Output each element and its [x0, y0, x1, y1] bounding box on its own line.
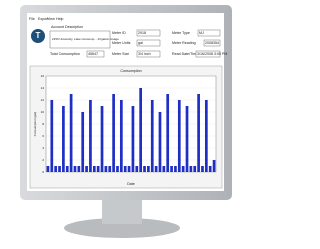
- bar: [174, 166, 177, 172]
- bar: [213, 160, 216, 172]
- bar: [116, 166, 119, 172]
- bar: [182, 166, 185, 172]
- bar: [89, 100, 92, 172]
- bar: [143, 166, 146, 172]
- field-label: Read Date/Time: [172, 52, 198, 56]
- field-value: gal: [138, 41, 143, 45]
- bar: [128, 166, 131, 172]
- bar: [85, 166, 88, 172]
- bar: [124, 166, 127, 172]
- chart-title: Consumption: [120, 69, 141, 73]
- y-tick-label: 12: [41, 98, 45, 102]
- logo-letter: T: [36, 31, 41, 40]
- bar: [147, 166, 150, 172]
- field-label: Total Consumption: [50, 52, 80, 56]
- bar: [120, 100, 123, 172]
- account-value: 2150 University, Lake Consump... Irrigat…: [52, 37, 119, 41]
- bar: [197, 94, 200, 172]
- bar: [159, 112, 162, 172]
- bar: [205, 100, 208, 172]
- account-label: Account Description: [51, 25, 83, 29]
- field-label: Meter Reading: [172, 41, 196, 45]
- menu-item[interactable]: View: [47, 17, 55, 21]
- bar: [186, 106, 189, 172]
- bar: [178, 100, 181, 172]
- bar: [190, 166, 193, 172]
- field-value: MJ: [199, 31, 204, 35]
- field-label: Meter ID: [112, 31, 126, 35]
- field-value: 45647: [88, 52, 98, 56]
- bar: [108, 166, 111, 172]
- y-axis-label: Consumption (gal): [33, 112, 37, 137]
- y-tick-label: 16: [41, 74, 45, 78]
- field-value: 3/4 inch: [138, 52, 151, 56]
- bar: [209, 166, 212, 172]
- bar: [77, 166, 80, 172]
- y-tick-label: 10: [41, 110, 45, 114]
- bar: [166, 94, 169, 172]
- field-label: Meter Units: [112, 41, 131, 45]
- bar: [162, 166, 165, 172]
- bar: [62, 106, 65, 172]
- bar: [132, 106, 135, 172]
- bar: [50, 100, 53, 172]
- bar: [139, 88, 142, 172]
- bar: [101, 106, 104, 172]
- bar: [93, 166, 96, 172]
- bar: [58, 166, 61, 172]
- bar: [74, 166, 77, 172]
- bar: [155, 166, 158, 172]
- field-value: 3/16/2008 3:00 PM: [197, 52, 227, 56]
- field-label: Meter Type: [172, 31, 190, 35]
- field-label: Meter Size: [112, 52, 129, 56]
- stand-neck: [102, 196, 142, 224]
- field-value: 2918: [138, 31, 146, 35]
- y-tick-label: 14: [41, 86, 45, 90]
- bar: [135, 166, 138, 172]
- bar: [81, 112, 84, 172]
- bar: [66, 166, 69, 172]
- x-axis-label: Date: [127, 182, 135, 186]
- bar: [170, 166, 173, 172]
- menu-item[interactable]: Help: [56, 17, 63, 21]
- bar: [105, 166, 108, 172]
- bar: [47, 166, 50, 172]
- bar: [70, 94, 73, 172]
- bar: [151, 100, 154, 172]
- field-value: 2008354: [205, 41, 219, 45]
- bar: [54, 166, 57, 172]
- bar: [97, 166, 100, 172]
- menu-item[interactable]: File: [29, 17, 35, 21]
- bar: [112, 94, 115, 172]
- bar: [193, 166, 196, 172]
- bar: [201, 166, 204, 172]
